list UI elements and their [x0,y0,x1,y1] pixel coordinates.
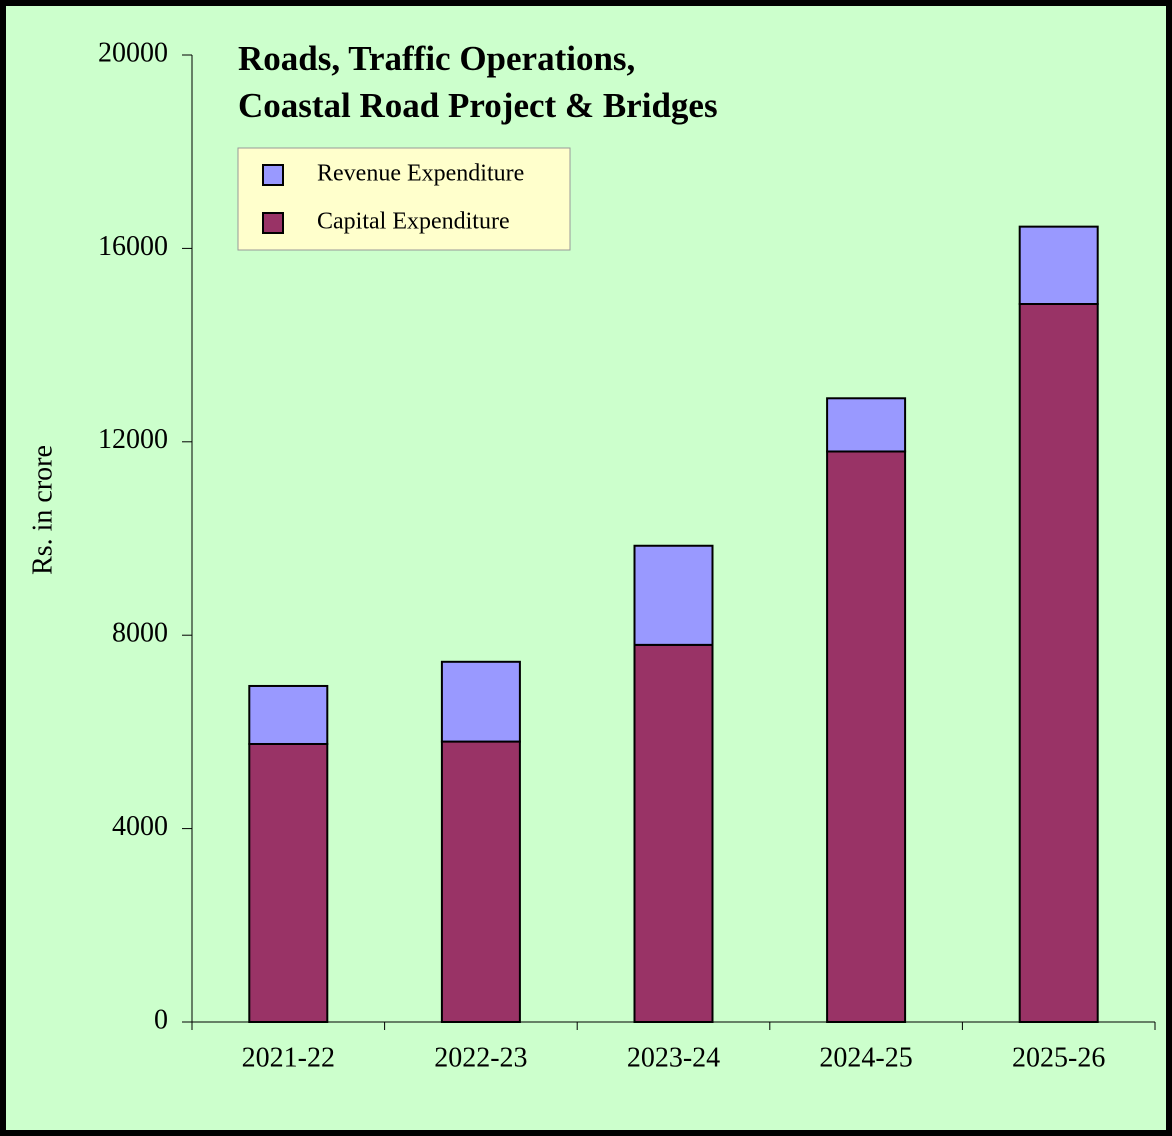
bar-segment [826,397,907,453]
y-tick-label: 12000 [98,424,168,455]
x-tick-label: 2022-23 [434,1042,527,1073]
x-tick-label: 2023-24 [627,1042,720,1073]
x-tick-label: 2021-22 [242,1042,335,1073]
bar-segment [1018,225,1099,306]
legend-swatch [262,164,284,186]
bar-segment [633,544,714,646]
y-tick-label: 20000 [98,37,168,68]
y-axis-label: Rs. in crore [27,445,58,575]
bar-segment [248,742,329,1023]
legend-label: Capital Expenditure [317,209,510,235]
bar-segment [1018,303,1099,1023]
legend-label: Revenue Expenditure [317,161,524,187]
chart-title: Coastal Road Project & Bridges [238,86,718,125]
x-tick-label: 2024-25 [819,1042,912,1073]
x-tick-label: 2025-26 [1012,1042,1105,1073]
y-tick-label: 16000 [98,231,168,262]
y-tick-label: 0 [154,1004,168,1035]
legend-box [237,147,571,251]
bar-segment [440,740,521,1023]
y-tick-label: 4000 [112,811,168,842]
bar-segment [633,643,714,1023]
chart-title: Roads, Traffic Operations, [238,39,635,78]
bar-segment [826,450,907,1024]
y-tick-label: 8000 [112,618,168,649]
bar-segment [440,660,521,743]
bar-segment [248,684,329,745]
legend-swatch [262,212,284,234]
